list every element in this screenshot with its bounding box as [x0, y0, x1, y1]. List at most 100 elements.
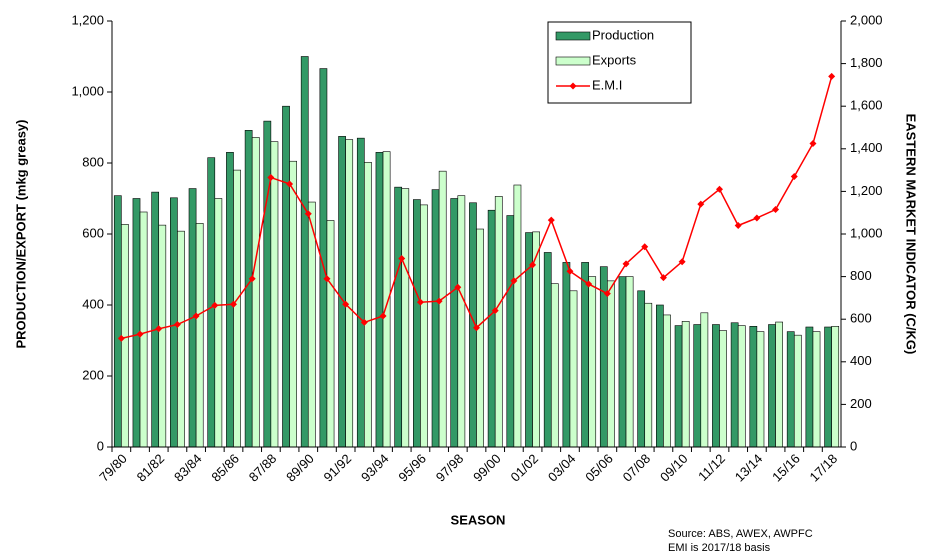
bar	[663, 314, 671, 448]
bar	[637, 290, 646, 448]
bar	[214, 198, 223, 448]
legend: Production Exports E.M.I	[547, 21, 692, 104]
bar	[700, 312, 709, 448]
bar	[300, 56, 309, 448]
x-tick-label: 85/86	[208, 451, 242, 485]
x-tick-label: 79/80	[96, 451, 130, 485]
x-tick-label: 15/16	[769, 451, 803, 485]
y2-tick-label: 600	[850, 311, 872, 326]
x-tick-label: 87/88	[246, 451, 280, 485]
x-tick-label: 05/06	[582, 451, 616, 485]
x-tick-label: 95/96	[395, 451, 429, 485]
y2-tick-label: 400	[850, 353, 872, 368]
bar	[121, 224, 129, 448]
bar	[177, 230, 185, 448]
x-tick-label: 93/94	[358, 451, 392, 485]
bar	[338, 136, 346, 448]
y2-tick-label: 200	[850, 396, 872, 411]
bar	[113, 195, 122, 448]
marker	[529, 261, 537, 269]
bar	[793, 334, 802, 448]
y2-tick-label: 1,400	[850, 140, 883, 155]
legend-label: Production	[592, 27, 654, 42]
y2-tick-label: 0	[850, 438, 857, 453]
marker	[267, 174, 275, 182]
bar	[812, 331, 821, 448]
legend-swatch	[555, 56, 591, 66]
bar	[581, 262, 589, 448]
bar	[420, 204, 428, 448]
marker	[678, 258, 686, 266]
bar	[588, 276, 597, 448]
basis-note: EMI is 2017/18 basis	[668, 542, 771, 554]
y-tick-label: 1,000	[71, 83, 104, 98]
bar	[644, 302, 653, 448]
bar	[207, 157, 216, 448]
bar	[756, 331, 765, 448]
marker	[585, 280, 593, 288]
bar	[506, 215, 515, 448]
marker	[398, 254, 406, 262]
bar	[768, 324, 776, 448]
bar	[450, 198, 459, 448]
legend-marker	[569, 82, 577, 90]
marker	[379, 312, 387, 320]
legend-label: Exports	[592, 52, 637, 67]
x-axis-title: SEASON	[451, 512, 506, 527]
marker	[734, 221, 742, 229]
marker	[360, 318, 368, 326]
bar	[413, 199, 421, 448]
x-tick-label: 13/14	[732, 451, 766, 485]
bar	[401, 188, 410, 448]
marker	[716, 185, 723, 193]
bar	[625, 276, 634, 448]
marker	[155, 325, 163, 333]
marker	[566, 267, 574, 275]
marker	[809, 139, 817, 147]
bar	[233, 169, 241, 448]
bar	[543, 252, 552, 448]
bar	[681, 321, 690, 448]
bar	[394, 186, 403, 448]
marker	[342, 300, 350, 308]
bar	[476, 228, 484, 448]
legend-swatch	[555, 31, 591, 41]
bar	[270, 141, 279, 448]
marker	[192, 312, 200, 320]
bar	[737, 325, 746, 448]
source-note: Source: ABS, AWEX, AWPFC	[668, 528, 813, 540]
bar	[345, 139, 354, 448]
bar	[712, 324, 720, 448]
y2-tick-label: 800	[850, 268, 872, 283]
bar	[226, 152, 234, 448]
x-tick-label: 07/08	[620, 451, 654, 485]
y-tick-label: 600	[82, 225, 104, 240]
y-tick-label: 1,200	[71, 12, 104, 27]
x-tick-label: 11/12	[695, 451, 728, 484]
bar	[375, 152, 384, 448]
marker	[641, 243, 649, 251]
bar	[132, 198, 141, 448]
y-tick-label: 800	[82, 154, 104, 169]
marker	[753, 214, 761, 222]
bar	[719, 330, 727, 448]
marker	[211, 301, 219, 309]
bar	[487, 209, 496, 448]
bar	[607, 280, 615, 448]
marker	[790, 172, 798, 180]
y2-tick-label: 1,200	[850, 183, 883, 198]
x-tick-label: 97/98	[433, 451, 467, 485]
y2-tick-label: 1,000	[850, 225, 883, 240]
y2-tick-label: 1,600	[850, 98, 883, 113]
y-tick-label: 0	[97, 438, 104, 453]
marker	[323, 275, 331, 283]
bar	[282, 105, 290, 448]
x-tick-label: 89/90	[283, 451, 317, 485]
marker	[286, 180, 294, 188]
bar	[158, 224, 167, 448]
bar	[457, 195, 466, 448]
x-tick-label: 01/02	[508, 451, 542, 485]
x-tick-label: 91/92	[321, 451, 355, 485]
bar	[431, 189, 440, 448]
